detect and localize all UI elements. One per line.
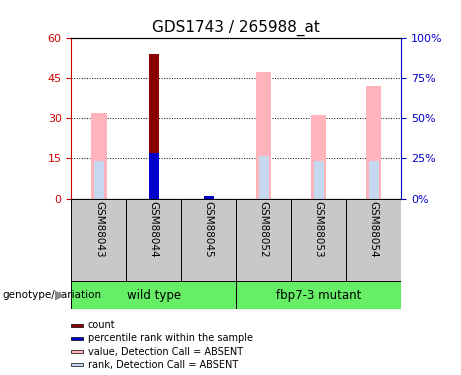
Bar [291,199,346,281]
Bar [314,161,324,199]
Bar [311,116,326,199]
Text: fbp7-3 mutant: fbp7-3 mutant [276,289,361,302]
Bar [366,86,381,199]
Bar [256,72,272,199]
Bar [236,199,291,281]
Text: genotype/variation: genotype/variation [2,290,101,300]
Bar [149,153,159,199]
Bar [71,363,83,366]
Text: GSM88043: GSM88043 [94,201,104,258]
Title: GDS1743 / 265988_at: GDS1743 / 265988_at [152,20,320,36]
Text: wild type: wild type [127,289,181,302]
Bar [259,156,269,199]
Bar [346,199,401,281]
Bar [149,54,159,199]
Bar [71,199,126,281]
Bar [91,113,106,199]
Text: percentile rank within the sample: percentile rank within the sample [88,333,253,344]
Text: ▶: ▶ [55,289,65,302]
Bar [94,161,104,199]
Text: GSM88054: GSM88054 [369,201,378,258]
Bar [71,337,83,340]
Text: GSM88053: GSM88053 [313,201,324,258]
Text: GSM88044: GSM88044 [149,201,159,258]
Bar [71,350,83,353]
Text: rank, Detection Call = ABSENT: rank, Detection Call = ABSENT [88,360,238,370]
Text: value, Detection Call = ABSENT: value, Detection Call = ABSENT [88,346,243,357]
Text: GSM88052: GSM88052 [259,201,269,258]
Bar [181,199,236,281]
Bar [126,199,181,281]
Bar [236,281,401,309]
Bar [71,281,236,309]
Text: GSM88045: GSM88045 [204,201,214,258]
Bar [204,196,214,199]
Bar [71,324,83,327]
Bar [369,161,378,199]
Text: count: count [88,320,116,330]
